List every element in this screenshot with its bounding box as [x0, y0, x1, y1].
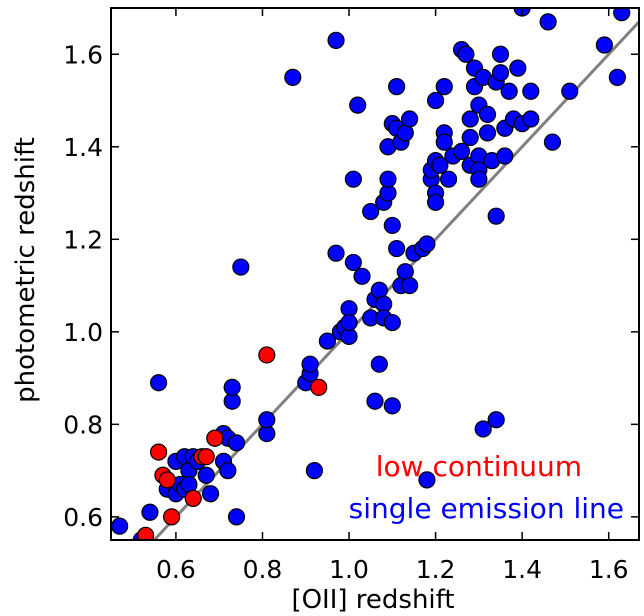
data-point [305, 462, 324, 480]
data-point [478, 124, 497, 142]
data-point [383, 216, 401, 235]
data-point [158, 471, 176, 489]
data-point [162, 508, 181, 526]
data-point [232, 258, 250, 276]
data-point [366, 392, 384, 410]
plot-frame [110, 7, 640, 541]
data-point [491, 45, 510, 63]
legend-annotation-low-continuum: low continuum [376, 450, 582, 483]
y-tick-label: 1.4 [63, 133, 103, 162]
data-point [500, 82, 518, 100]
data-point [197, 466, 215, 484]
plot-border [110, 7, 640, 541]
data-point [129, 541, 145, 557]
data-point [474, 420, 492, 438]
data-point [344, 253, 362, 272]
data-point [539, 13, 557, 31]
y-tick-label: 0.6 [63, 503, 103, 532]
data-point [435, 133, 453, 151]
data-point [595, 36, 613, 54]
data-point [370, 355, 388, 373]
x-tick-label: 0.8 [243, 555, 283, 584]
data-point [496, 147, 514, 165]
data-point [435, 78, 453, 96]
data-point [353, 267, 371, 285]
data-point [401, 110, 419, 128]
series-low-continuum [129, 346, 328, 557]
y-tick-label: 1.2 [63, 225, 103, 254]
data-point [201, 485, 220, 503]
data-point [383, 313, 401, 332]
axis-ticks: 0.6 0.8 1.0 1.2 1.4 1.6 0.6 0.8 1.0 1.2 1.4 1.6 [63, 8, 639, 584]
data-point [431, 156, 449, 174]
x-axis-label: [OII] redshift [291, 585, 454, 615]
y-axis-label: photometric redshift [11, 137, 41, 403]
data-point [141, 503, 159, 521]
series-single-emission-line [111, 8, 631, 571]
data-point [487, 411, 505, 429]
data-point [522, 110, 540, 128]
y-tick-label: 1.0 [63, 318, 103, 347]
data-point [418, 235, 436, 253]
data-point [227, 508, 246, 526]
data-point [478, 105, 497, 124]
data-point [461, 110, 479, 128]
data-point [491, 64, 510, 82]
data-point [426, 193, 445, 211]
y-tick-label: 1.6 [63, 40, 103, 69]
data-point [310, 378, 328, 396]
data-point [608, 68, 626, 86]
data-point [318, 332, 336, 350]
data-point [340, 313, 358, 332]
data-point [388, 78, 406, 96]
data-point [301, 355, 319, 373]
x-tick-label: 1.2 [416, 555, 456, 584]
data-point [509, 59, 527, 77]
data-point [457, 45, 475, 63]
data-point [227, 434, 246, 452]
data-point [327, 31, 345, 49]
data-point [349, 96, 367, 114]
x-tick-label: 0.6 [156, 555, 196, 584]
y-tick-label: 0.8 [63, 410, 103, 439]
data-point [223, 378, 241, 396]
data-point [379, 170, 397, 188]
data-point [197, 448, 215, 466]
data-point [150, 443, 168, 461]
x-tick-label: 1.0 [329, 555, 369, 584]
data-point [206, 429, 224, 447]
data-point [219, 462, 237, 480]
data-point [258, 411, 276, 429]
data-point [258, 346, 276, 364]
data-point [426, 91, 445, 110]
data-point [289, 555, 305, 571]
data-point [461, 128, 479, 147]
data-point [327, 244, 345, 262]
data-point [388, 239, 406, 258]
data-point [470, 170, 488, 188]
data-point [452, 142, 471, 161]
data-point [362, 202, 380, 221]
data-points-layer [111, 8, 631, 571]
data-point [137, 526, 155, 540]
data-point [522, 82, 540, 100]
data-point [401, 276, 419, 295]
data-point [439, 170, 458, 188]
legend-annotation-single-emission-line: single emission line [349, 492, 624, 525]
data-point [543, 133, 562, 151]
data-point [487, 207, 505, 225]
data-point [344, 170, 362, 188]
data-point [111, 517, 129, 535]
x-tick-label: 1.4 [502, 555, 542, 584]
data-point [284, 68, 302, 86]
data-point [150, 374, 168, 392]
data-point [184, 489, 202, 507]
data-point [561, 82, 579, 100]
x-tick-label: 1.6 [589, 555, 629, 584]
data-point [383, 397, 401, 415]
data-point [418, 471, 436, 489]
data-point [613, 8, 631, 22]
